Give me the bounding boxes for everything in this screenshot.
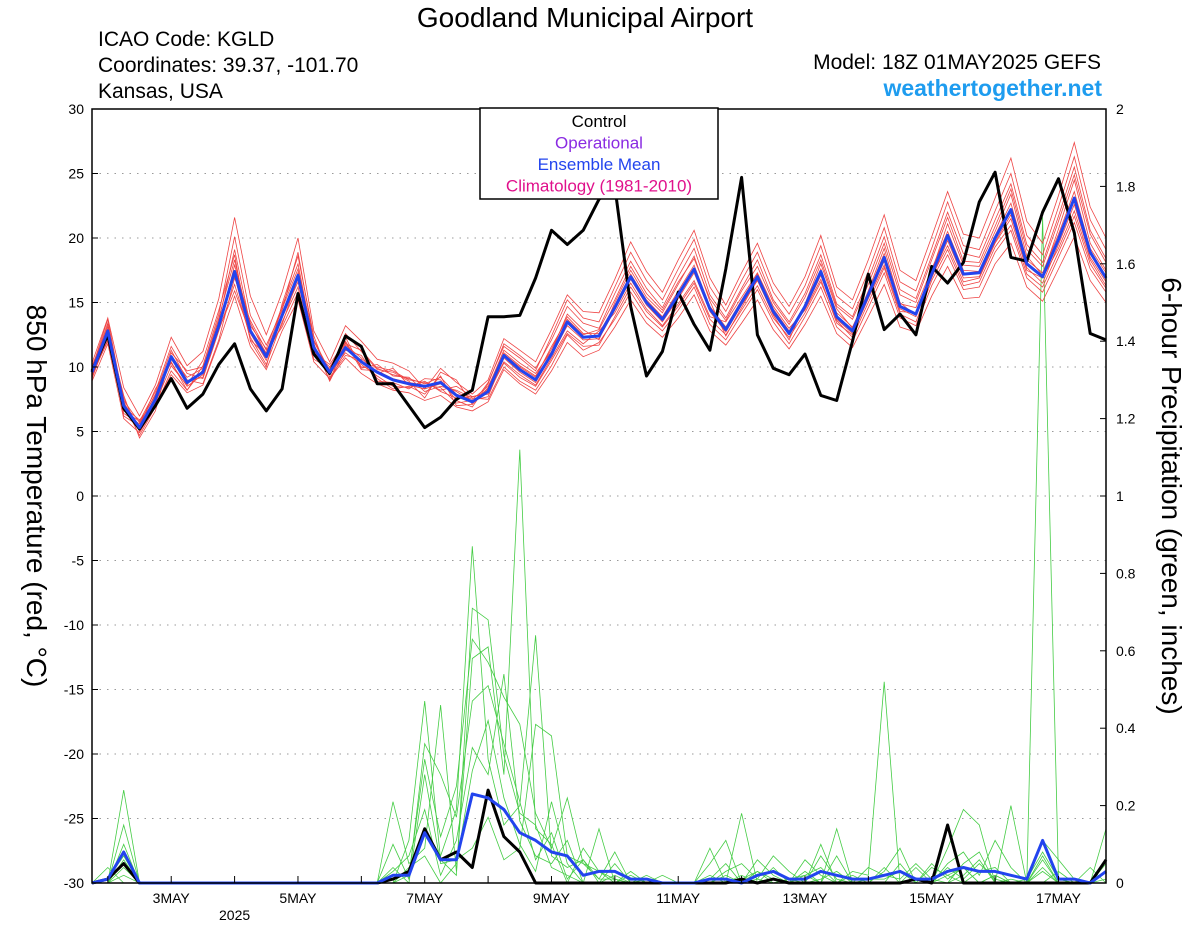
legend-box [479,107,719,200]
temp-member-line [91,221,1107,425]
y-right-tick-label: 0.4 [1116,720,1136,736]
precip-member-line [91,449,1107,885]
x-tick-label: 13MAY [783,890,829,906]
y-right-tick-label: 1 [1116,488,1124,504]
y-right-tick-label: 2 [1116,101,1124,117]
model-run: Model: 18Z 01MAY2025 GEFS [813,51,1101,74]
y-left-tick-label: -30 [64,875,84,891]
y-left-tick-label: 20 [68,230,84,246]
y-right-tick-label: 1.4 [1116,333,1136,349]
x-tick-label: 3MAY [153,890,191,906]
legend-entry: Control [572,112,627,131]
y-left-tick-label: 5 [76,424,84,440]
x-year-label: 2025 [219,907,250,923]
icao-code: ICAO Code: KGLD [98,28,275,51]
legend-entry: Operational [555,134,643,153]
y-left-tick-label: 0 [76,488,84,504]
y-right-tick-label: 1.6 [1116,256,1136,272]
y-right-tick-label: 0.8 [1116,565,1136,581]
gridlines [92,173,1106,819]
site-link[interactable]: weathertogether.net [883,75,1102,101]
x-tick-label: 7MAY [406,890,444,906]
temp-member-line [91,235,1107,434]
page-title: Goodland Municipal Airport [416,2,754,33]
temp-members [91,140,1107,439]
legend: Control Operational Ensemble Mean Climatolo… [479,107,719,200]
coordinates: Coordinates: 39.37, -101.70 [98,54,359,77]
y-right-axis-title: 6-hour Precipitation (green, inches) [1156,277,1187,714]
axes: 302520151050-5-10-15-20-25-3021.81.61.41… [21,101,1187,923]
x-tick-label: 15MAY [909,890,955,906]
y-left-tick-label: -10 [64,617,84,633]
temp-member-line [91,140,1107,417]
ensemble-mean-temperature-line [90,196,1108,430]
legend-entry: Ensemble Mean [538,155,661,174]
y-right-tick-label: 0.2 [1116,798,1136,814]
y-left-tick-label: -20 [64,746,84,762]
plot-frame [91,108,1107,884]
temp-member-line [91,203,1107,427]
temp-member-line [91,165,1107,433]
legend-entry: Climatology (1981-2010) [506,177,692,196]
x-tick-label: 9MAY [533,890,571,906]
y-left-axis-title: 850 hPa Temperature (red, °C) [21,305,52,688]
x-tick-label: 17MAY [1036,890,1082,906]
x-tick-label: 11MAY [656,890,700,906]
y-left-tick-label: 25 [68,166,84,182]
temp-member-line [91,173,1107,424]
location: Kansas, USA [98,80,223,103]
y-left-tick-label: 30 [68,101,84,117]
x-tick-label: 5MAY [279,890,317,906]
y-right-tick-label: 0.6 [1116,643,1136,659]
y-left-tick-label: -25 [64,811,84,827]
y-left-tick-label: -15 [64,682,84,698]
y-left-tick-label: 10 [68,359,84,375]
y-right-tick-label: 0 [1116,875,1124,891]
y-left-tick-label: 15 [68,295,84,311]
temp-member-line [91,155,1107,432]
y-right-tick-label: 1.8 [1116,178,1136,194]
ensemble-mean-precipitation-line [91,792,1107,885]
y-right-tick-label: 1.2 [1116,411,1136,427]
y-left-tick-label: -5 [72,553,85,569]
